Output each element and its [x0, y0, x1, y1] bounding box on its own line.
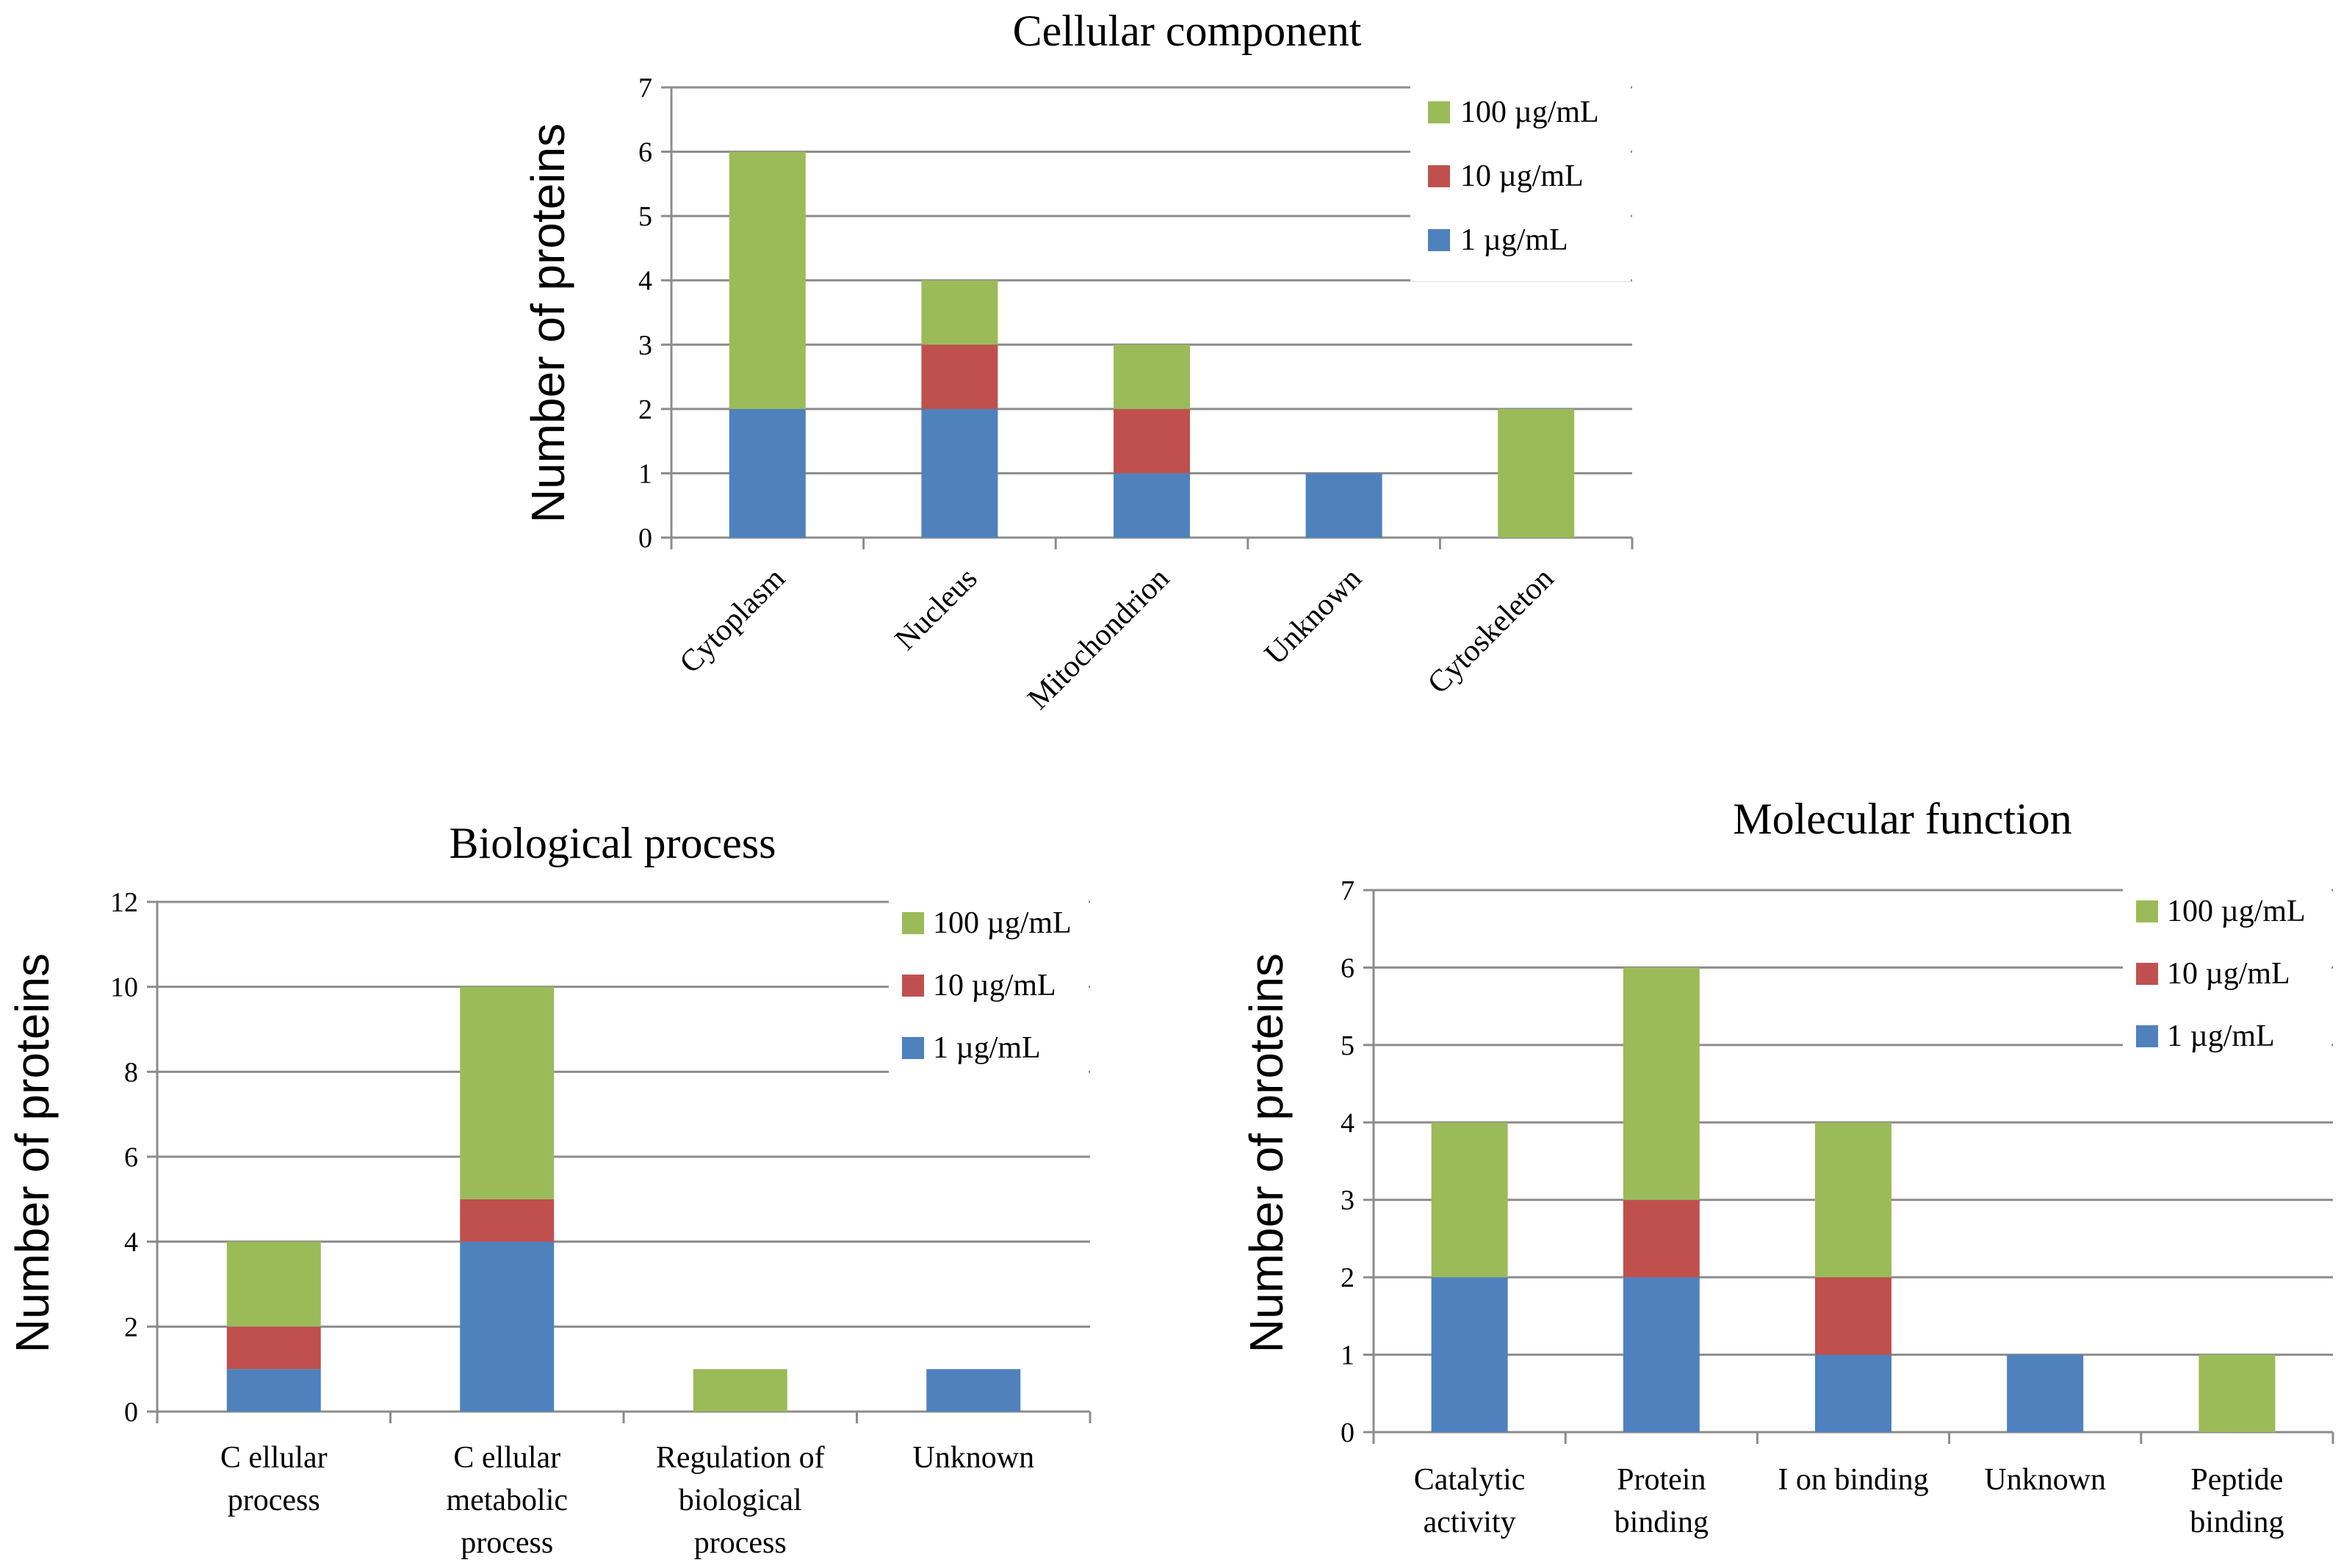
y-tick-label: 6	[638, 137, 652, 168]
y-axis-label: Number of proteins	[1240, 953, 1293, 1353]
legend-label: 100 µg/mL	[1460, 95, 1599, 129]
bar-segment	[1815, 1277, 1891, 1355]
bar-segment	[1623, 1277, 1700, 1432]
y-tick-label: 2	[638, 394, 652, 425]
bar-segment	[2198, 1354, 2276, 1432]
x-category-label: Unknown	[912, 1441, 1034, 1475]
legend-label: 10 µg/mL	[933, 969, 1056, 1002]
bar-segment	[921, 280, 998, 345]
bar-segment	[226, 1369, 321, 1412]
legend-label: 10 µg/mL	[2167, 957, 2290, 991]
chart-title: Cellular component	[1013, 7, 1362, 55]
y-tick-label: 12	[110, 887, 138, 918]
bar-segment	[1114, 344, 1190, 409]
y-axis-label: Number of proteins	[6, 953, 59, 1353]
legend-swatch	[2136, 900, 2158, 922]
bar-segment	[1815, 1354, 1891, 1432]
bar-segment	[921, 344, 998, 409]
x-category-label: Protein binding	[1615, 1463, 1709, 1539]
y-tick-label: 10	[110, 972, 138, 1003]
bar-segment	[693, 1369, 787, 1412]
y-tick-label: 4	[1341, 1108, 1355, 1138]
chart-title: Biological process	[450, 819, 776, 867]
y-axis-label: Number of proteins	[522, 123, 574, 523]
bar-segment	[460, 1199, 555, 1242]
y-tick-label: 3	[1341, 1185, 1355, 1216]
legend-label: 1 µg/mL	[1460, 223, 1568, 257]
x-category-label: Catalytic activity	[1414, 1463, 1526, 1539]
legend-swatch	[1428, 101, 1450, 123]
bar-segment	[1114, 408, 1190, 474]
legend-swatch	[902, 1037, 924, 1059]
y-tick-label: 5	[1341, 1030, 1355, 1061]
y-tick-label: 1	[638, 458, 652, 489]
legend-label: 10 µg/mL	[1460, 159, 1584, 193]
x-category-label: Regulation of biological process	[656, 1441, 825, 1560]
legend-swatch	[2136, 1025, 2158, 1047]
bar-segment	[729, 408, 806, 538]
x-category-label: Nucleus	[889, 562, 984, 657]
legend-swatch	[2136, 963, 2158, 985]
y-tick-label: 5	[638, 201, 652, 232]
legend-swatch	[902, 912, 924, 934]
x-category-label: I on binding	[1778, 1463, 1928, 1497]
x-category-label: Cytoskeleton	[1421, 562, 1560, 701]
bar-segment	[1114, 473, 1190, 538]
legend-label: 100 µg/mL	[2167, 895, 2306, 928]
y-tick-label: 3	[638, 330, 652, 361]
y-tick-label: 1	[1341, 1340, 1355, 1371]
x-category-label: C ellular metabolic process	[446, 1441, 568, 1560]
y-tick-label: 0	[638, 523, 652, 554]
bar-segment	[1623, 1199, 1700, 1278]
legend: 100 µg/mL 10 µg/mL 1 µg/mL	[889, 893, 1089, 1088]
chart-0: Cellular component 0 1 2 3 4 5 6 7 Cytoplasm Nucle…	[522, 7, 1634, 717]
bar-segment	[921, 408, 998, 538]
x-category-label: C ellular process	[220, 1441, 328, 1517]
legend-swatch	[1428, 165, 1450, 187]
legend-label: 1 µg/mL	[2167, 1019, 2275, 1053]
bar-segment	[729, 151, 806, 409]
x-category-label: Mitochondrion	[1021, 562, 1176, 717]
chart-2: Molecular function 0 1 2 3 4 5 6 7 Catalytic activ…	[1240, 795, 2334, 1539]
chart-title: Molecular function	[1733, 795, 2072, 843]
bar-segment	[1623, 967, 1700, 1200]
y-tick-label: 7	[638, 73, 652, 104]
bar-segment	[926, 1369, 1021, 1412]
y-tick-label: 0	[124, 1397, 138, 1428]
bar-segment	[460, 1241, 555, 1412]
bar-segment	[460, 986, 555, 1199]
y-tick-label: 7	[1341, 875, 1355, 906]
y-tick-label: 2	[124, 1312, 138, 1343]
x-category-label: Peptide binding	[2190, 1463, 2284, 1539]
bar-segment	[226, 1326, 321, 1370]
y-tick-label: 4	[638, 266, 652, 297]
legend-swatch	[1428, 229, 1450, 251]
bar-segment	[1431, 1277, 1508, 1432]
x-category-label: Cytoplasm	[674, 561, 792, 679]
chart-1: Biological process 0 2 4 6 8 10 12 C ellular proc…	[6, 819, 1092, 1560]
x-category-label: Unknown	[1984, 1463, 2106, 1497]
legend: 100 µg/mL 10 µg/mL 1 µg/mL	[1410, 82, 1631, 281]
y-tick-label: 6	[1341, 953, 1355, 983]
legend-label: 100 µg/mL	[933, 906, 1072, 940]
y-tick-label: 2	[1341, 1262, 1355, 1293]
bar-segment	[1498, 408, 1575, 538]
y-tick-label: 8	[124, 1057, 138, 1088]
y-tick-label: 0	[1341, 1417, 1355, 1448]
y-tick-label: 4	[124, 1227, 138, 1258]
x-category-label: Unknown	[1258, 562, 1368, 672]
legend-label: 1 µg/mL	[933, 1031, 1041, 1065]
bar-segment	[2007, 1354, 2084, 1432]
bar-segment	[1815, 1122, 1891, 1278]
legend-swatch	[902, 975, 924, 997]
bar-segment	[1431, 1122, 1508, 1278]
legend: 100 µg/mL 10 µg/mL 1 µg/mL	[2123, 881, 2331, 1076]
y-tick-label: 6	[124, 1142, 138, 1173]
bar-segment	[226, 1241, 321, 1327]
bar-segment	[1305, 473, 1382, 538]
